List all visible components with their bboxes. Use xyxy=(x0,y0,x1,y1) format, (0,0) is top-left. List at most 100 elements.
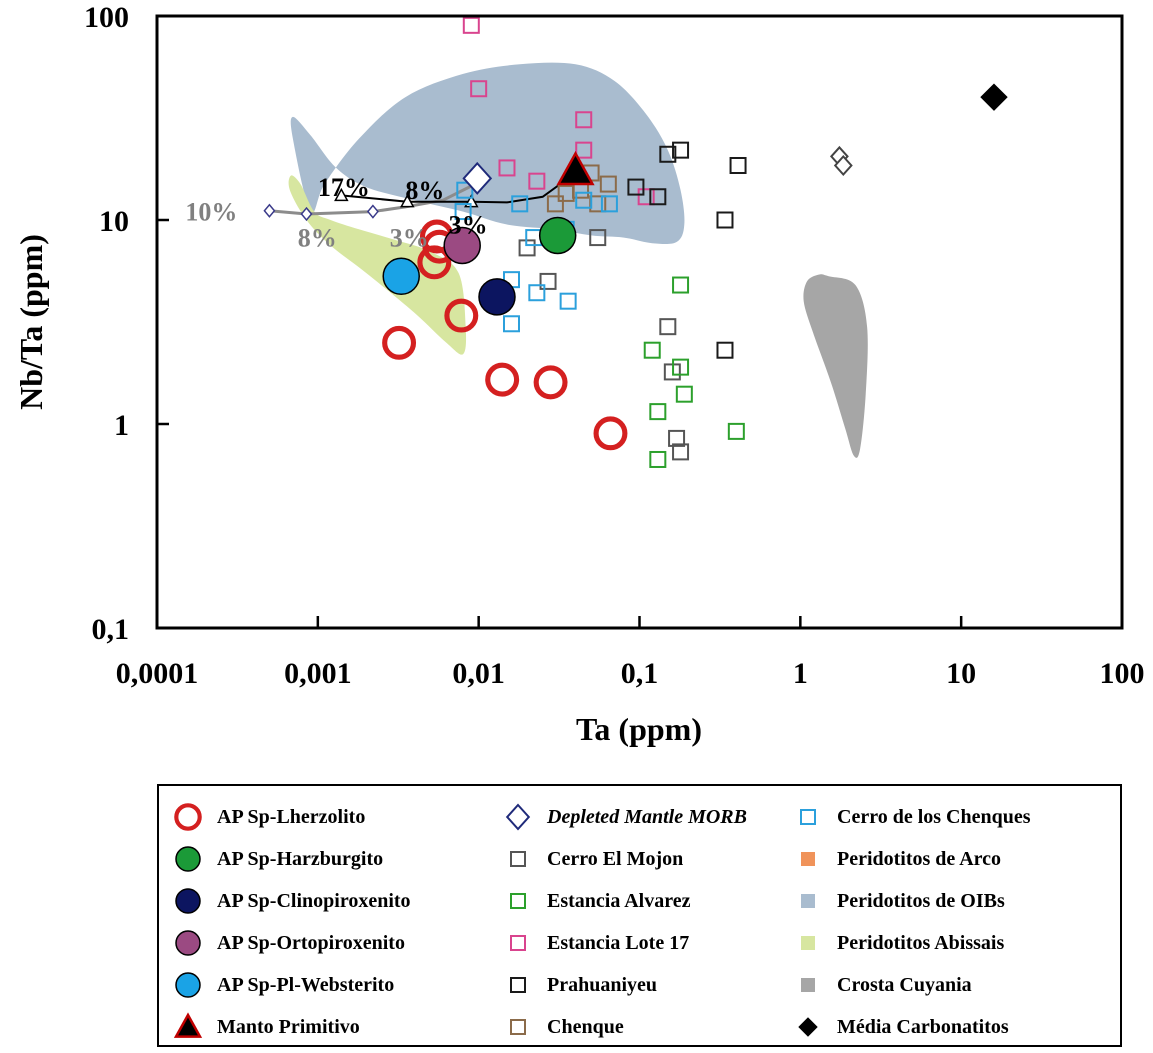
data-point xyxy=(980,83,1008,111)
legend-item-ap-sp-clinopiroxenito: AP Sp-Clinopiroxenito xyxy=(169,880,411,922)
legend-marker xyxy=(800,809,816,825)
legend-marker-shape xyxy=(801,936,815,950)
legend-marker-shape xyxy=(510,977,526,993)
data-point xyxy=(443,226,481,265)
data-point xyxy=(672,358,690,376)
series-estancia-alvarez xyxy=(643,276,745,468)
legend-marker-shape xyxy=(510,935,526,951)
legend-label: AP Sp-Lherzolito xyxy=(217,805,366,828)
legend-label: AP Sp-Clinopiroxenito xyxy=(217,889,411,912)
data-point xyxy=(649,403,667,421)
legend-label: Peridotitos de OIBs xyxy=(837,889,1005,912)
legend-marker xyxy=(175,846,201,872)
legend-column: AP Sp-Lherzolito AP Sp-Harzburgito AP Sp-C… xyxy=(169,796,411,1048)
curve-label: 8% xyxy=(298,224,337,253)
legend-marker-shape xyxy=(510,893,526,909)
series-media-carbonatitos xyxy=(980,83,1008,111)
x-tick-label: 0,1 xyxy=(621,657,659,690)
data-point xyxy=(528,284,546,302)
curve-marker xyxy=(334,187,349,202)
field-crosta-cuyania xyxy=(803,274,868,458)
legend-marker-shape xyxy=(173,1012,203,1038)
y-tick-label: 10 xyxy=(99,205,129,238)
legend-marker-shape xyxy=(174,803,202,831)
data-point xyxy=(675,385,693,403)
legend-label: AP Sp-Harzburgito xyxy=(217,847,384,870)
melting-curve-gray xyxy=(269,182,476,216)
legend-marker xyxy=(801,852,815,866)
series-manto-primitivo xyxy=(556,150,595,186)
legend-item-manto-primitivo: Manto Primitivo xyxy=(169,1006,411,1048)
curve-marker xyxy=(300,206,313,222)
legend-item-estancia-alvarez: Estancia Alvarez xyxy=(499,880,747,922)
series-ap-sp-pl-websterito xyxy=(382,257,420,295)
data-point xyxy=(659,318,677,336)
data-point xyxy=(643,341,661,359)
data-point xyxy=(627,178,645,196)
data-point xyxy=(546,195,564,213)
data-point xyxy=(556,150,595,186)
legend-label: Peridotitos Abissais xyxy=(837,931,1005,954)
series-ap-sp-lherzolito xyxy=(382,219,628,451)
legend-marker-shape xyxy=(175,888,201,914)
legend-marker xyxy=(510,935,526,951)
data-point xyxy=(533,365,568,400)
data-point xyxy=(589,229,607,247)
legend-column: Depleted Mantle MORB Cerro El Mojon Estanc… xyxy=(499,796,747,1048)
field-peridotitos-abissais xyxy=(288,175,467,355)
series-cerro-el-mojon xyxy=(518,229,690,461)
legend-item-estancia-lote-17: Estancia Lote 17 xyxy=(499,922,747,964)
x-tick-label: 0,001 xyxy=(284,657,352,690)
data-point xyxy=(575,111,593,129)
data-point xyxy=(478,278,516,316)
curve-marker xyxy=(366,204,379,219)
data-point xyxy=(485,362,520,397)
x-tick-label: 100 xyxy=(1100,657,1145,690)
data-point xyxy=(511,195,529,213)
data-point xyxy=(456,181,474,199)
legend-marker xyxy=(510,893,526,909)
data-point xyxy=(575,141,593,159)
y-tick-label: 0,1 xyxy=(92,613,130,646)
curve-marker xyxy=(400,194,415,208)
data-point xyxy=(498,159,516,177)
ticks-layer: 0,0001 0,001 0,01 0,1 1 10 100 0,1 1 10 100 xyxy=(84,1,1145,690)
legend-item-peridotitos-de-arco: Peridotitos de Arco xyxy=(789,838,1031,880)
legend-marker-shape xyxy=(801,852,815,866)
legend-label: Média Carbonatitos xyxy=(837,1015,1009,1038)
series-depleted-mantle-morb xyxy=(462,161,493,195)
legend-label: Peridotitos de Arco xyxy=(837,847,1002,870)
legend-item-peridotitos-de-oibs: Peridotitos de OIBs xyxy=(789,880,1031,922)
legend-label: Crosta Cuyania xyxy=(837,973,972,996)
legend-marker-shape xyxy=(801,978,815,992)
legend-item-peridotitos-abissais: Peridotitos Abissais xyxy=(789,922,1031,964)
nb-ta-scatter-chart: 10%8% 3%17% 8%3% 0,0001 0,001 0,01 0,1 1 10 1000… xyxy=(13,1,1145,747)
data-point xyxy=(729,156,747,174)
legend-marker xyxy=(174,803,202,831)
legend-marker xyxy=(510,851,526,867)
legend-item-prahuaniyeu: Prahuaniyeu xyxy=(499,964,747,1006)
legend-marker-shape xyxy=(510,851,526,867)
data-point xyxy=(462,16,480,34)
data-point xyxy=(600,195,618,213)
legend-item-media-carbonatitos: Média Carbonatitos xyxy=(789,1006,1031,1048)
data-point xyxy=(637,188,655,206)
x-tick-label: 0,0001 xyxy=(116,657,199,690)
x-tick-label: 10 xyxy=(946,657,976,690)
y-tick-label: 100 xyxy=(84,1,129,34)
legend-marker xyxy=(801,936,815,950)
data-point xyxy=(382,325,417,360)
series-ap-sp-harzburgito xyxy=(538,216,577,255)
data-point xyxy=(417,245,452,280)
curve-label: 10% xyxy=(185,198,237,227)
legend-label: Depleted Mantle MORB xyxy=(547,805,747,828)
legend-marker-shape xyxy=(175,930,201,956)
data-point xyxy=(538,216,577,255)
legend-label: AP Sp-Pl-Websterito xyxy=(217,973,395,996)
legend-label: Estancia Lote 17 xyxy=(547,931,690,954)
legend-label: AP Sp-Ortopiroxenito xyxy=(217,931,405,954)
series-ap-sp-ortopiroxenito xyxy=(443,226,481,265)
curve-label: 3% xyxy=(449,211,488,240)
legend-marker xyxy=(175,930,201,956)
series-estancia-lote-17 xyxy=(462,16,655,206)
